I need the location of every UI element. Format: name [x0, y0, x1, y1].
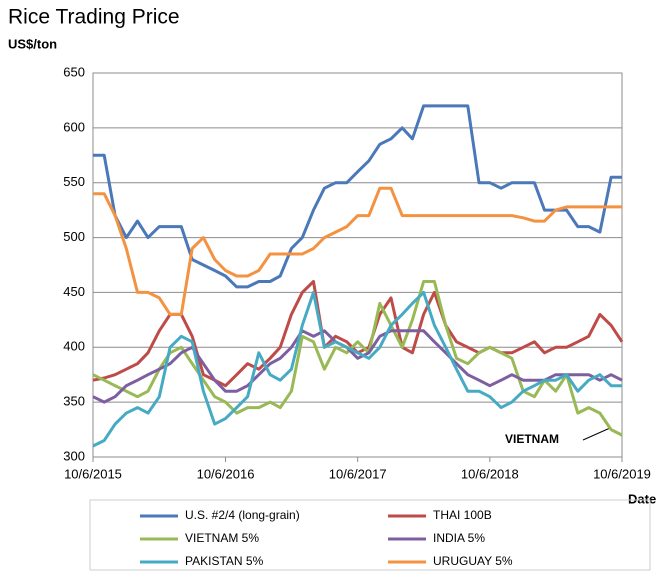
legend-label: U.S. #2/4 (long-grain) [185, 508, 300, 522]
y-tick-label: 400 [63, 339, 85, 354]
chart-title: Rice Trading Price [8, 6, 180, 29]
x-tick-label: 10/6/2016 [197, 466, 255, 481]
y-tick-label: 600 [63, 119, 85, 134]
legend-frame [89, 499, 651, 571]
legend-label: INDIA 5% [433, 531, 485, 545]
x-tick-label: 10/6/2018 [461, 466, 519, 481]
plot-frame [92, 72, 623, 458]
y-tick-label: 350 [63, 394, 85, 409]
x-tick-label: 10/6/2019 [593, 466, 651, 481]
series-line [92, 280, 624, 388]
series-line [93, 104, 622, 289]
legend-label: VIETNAM 5% [185, 531, 259, 545]
y-tick-label: 500 [63, 229, 85, 244]
x-tick-label: 10/6/2015 [64, 466, 122, 481]
legend-label: PAKISTAN 5% [185, 554, 264, 568]
series-line [92, 329, 623, 404]
y-axis-label: US$/ton [8, 36, 57, 51]
x-tick-label: 10/6/2017 [329, 466, 387, 481]
y-tick-label: 550 [63, 174, 85, 189]
y-tick-label: 450 [63, 284, 85, 299]
y-tick-label: 300 [63, 448, 85, 463]
series-line [92, 290, 622, 448]
y-tick-label: 650 [63, 64, 85, 79]
series-line [92, 280, 623, 437]
legend-label: URUGUAY 5% [433, 554, 513, 568]
x-axis-label: Date [628, 491, 656, 506]
series-line [93, 186, 622, 316]
legend-label: THAI 100B [433, 508, 492, 522]
annotation-arrow [582, 427, 611, 441]
annotation: VIETNAM [505, 432, 559, 446]
